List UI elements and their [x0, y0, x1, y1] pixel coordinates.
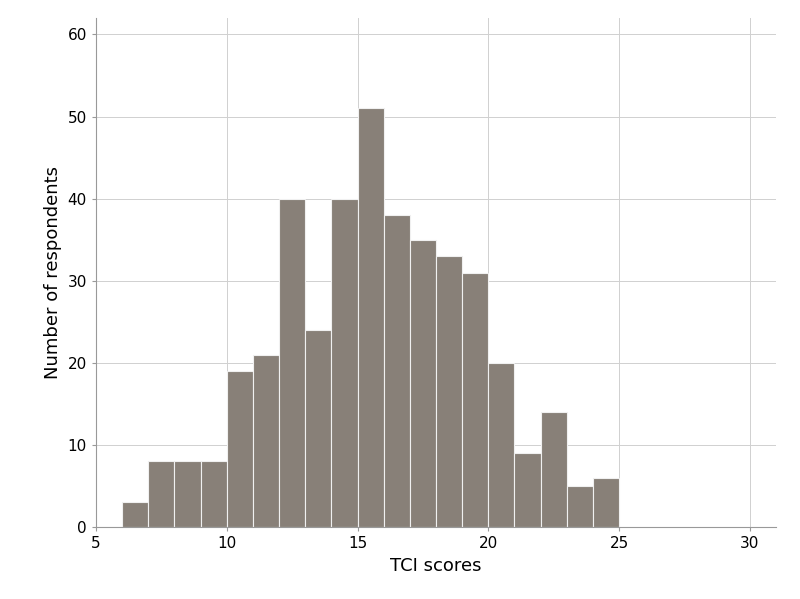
- Bar: [514, 453, 541, 527]
- Y-axis label: Number of respondents: Number of respondents: [44, 166, 62, 379]
- Bar: [174, 461, 201, 527]
- Bar: [410, 240, 436, 527]
- Bar: [566, 486, 593, 527]
- Bar: [122, 503, 148, 527]
- Bar: [462, 273, 488, 527]
- Bar: [226, 371, 253, 527]
- Bar: [384, 215, 410, 527]
- Bar: [436, 256, 462, 527]
- Bar: [253, 355, 279, 527]
- Bar: [358, 108, 384, 527]
- Bar: [279, 199, 306, 527]
- Bar: [201, 461, 226, 527]
- Bar: [593, 478, 619, 527]
- Bar: [148, 461, 174, 527]
- Bar: [331, 199, 358, 527]
- X-axis label: TCI scores: TCI scores: [390, 556, 482, 574]
- Bar: [488, 363, 514, 527]
- Bar: [541, 412, 566, 527]
- Bar: [306, 330, 331, 527]
